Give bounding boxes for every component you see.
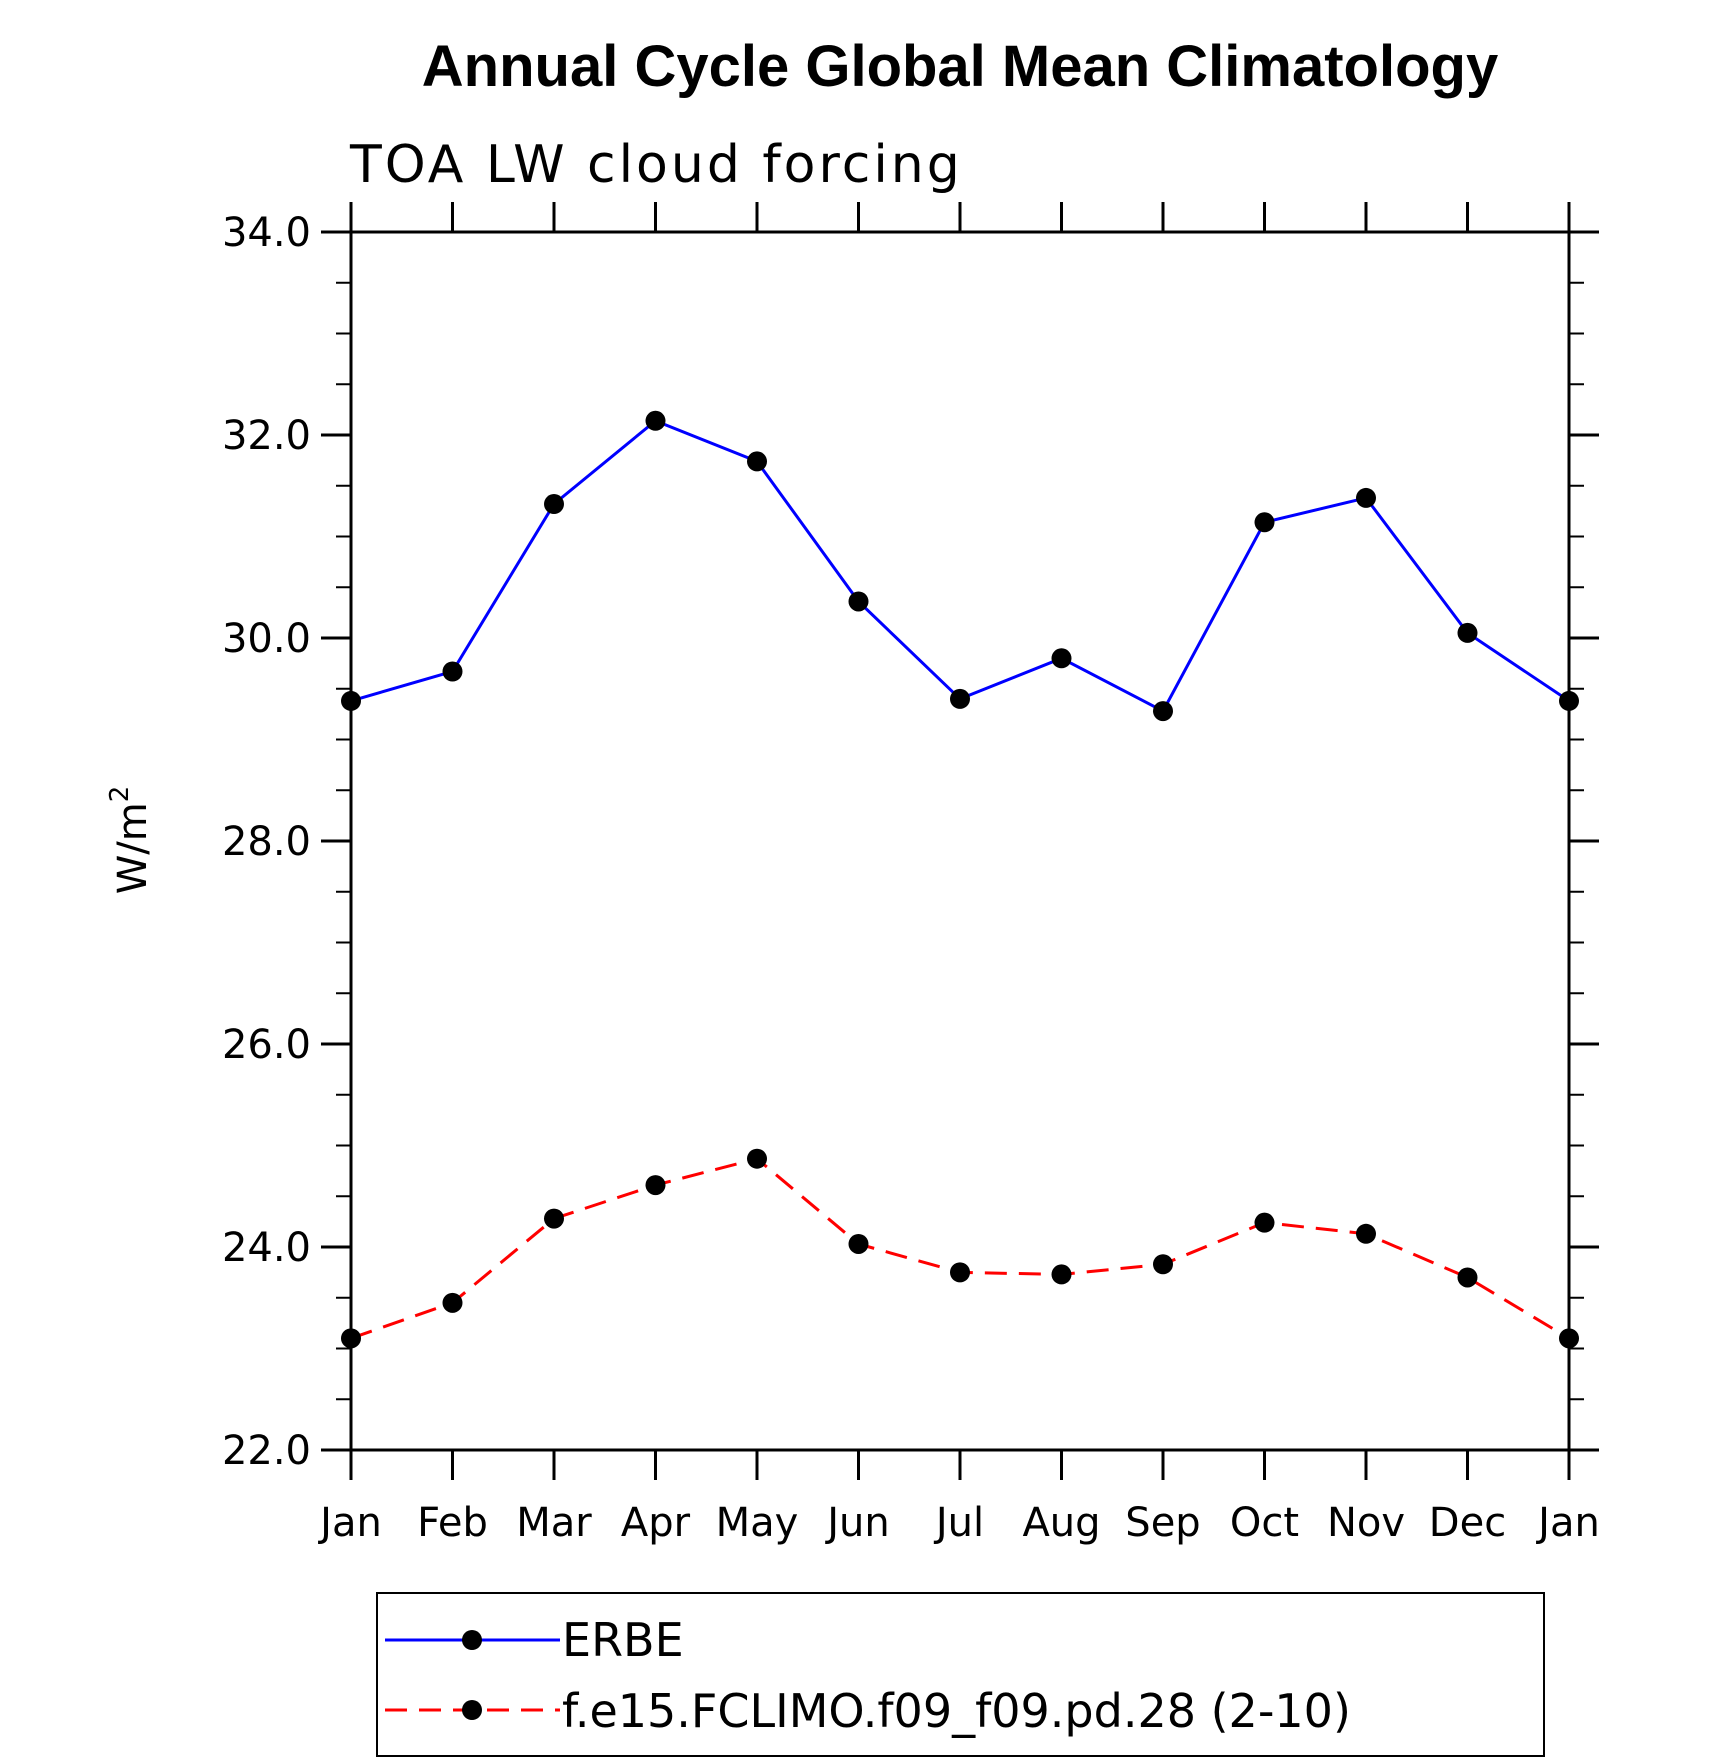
data-point-series-1 <box>1254 1212 1275 1233</box>
data-point-series-0 <box>848 591 869 612</box>
y-axis-label: W/m2 <box>105 786 156 895</box>
legend-box <box>376 1592 1545 1757</box>
series-layer <box>341 410 1579 1349</box>
data-point-series-1 <box>442 1292 463 1313</box>
y-tick-label: 30.0 <box>222 616 311 662</box>
x-tick-label: Mar <box>516 1500 592 1546</box>
legend-label-erbe: ERBE <box>562 1613 684 1667</box>
data-point-series-1 <box>1051 1264 1072 1285</box>
data-point-series-1 <box>645 1175 666 1196</box>
axes: Jan Feb Mar Apr May Jun Jul Aug Sep Oct Nov Dec Jan2… <box>222 202 1600 1546</box>
x-tick-label: Oct <box>1230 1500 1299 1546</box>
data-point-series-0 <box>544 494 564 515</box>
data-point-series-1 <box>848 1233 869 1254</box>
data-point-series-1 <box>1356 1223 1376 1244</box>
data-point-series-1 <box>950 1262 970 1283</box>
data-point-series-1 <box>1559 1328 1579 1349</box>
data-point-series-0 <box>341 690 361 711</box>
data-point-series-0 <box>1254 512 1275 533</box>
data-point-series-0 <box>1051 648 1072 669</box>
legend-marker-erbe <box>462 1630 482 1650</box>
x-tick-label: Dec <box>1429 1500 1506 1546</box>
series-line-1 <box>350 1157 1570 1340</box>
x-tick-label: Feb <box>417 1500 488 1546</box>
data-point-series-0 <box>1457 622 1478 643</box>
y-tick-label: 32.0 <box>222 413 311 459</box>
data-point-series-0 <box>1559 690 1579 711</box>
y-tick-label: 22.0 <box>222 1428 311 1474</box>
y-tick-label: 34.0 <box>222 210 311 256</box>
chart-subtitle: TOA LW cloud forcing <box>349 135 963 195</box>
data-point-series-0 <box>1153 701 1173 722</box>
x-tick-label: Jan <box>1535 1500 1600 1546</box>
data-point-series-0 <box>442 661 463 682</box>
series-line-0 <box>350 419 1570 714</box>
x-tick-label: May <box>716 1500 799 1546</box>
y-axis-label-text: W/m <box>110 802 156 894</box>
y-tick-label: 26.0 <box>222 1022 311 1068</box>
y-tick-label: 28.0 <box>222 819 311 865</box>
x-tick-label: Apr <box>621 1500 691 1546</box>
data-point-series-1 <box>747 1148 767 1169</box>
x-tick-label: Aug <box>1022 1500 1100 1546</box>
data-point-series-0 <box>950 688 970 709</box>
x-tick-label: Sep <box>1125 1500 1200 1546</box>
chart-title: Annual Cycle Global Mean Climatology <box>422 34 1498 99</box>
data-point-series-0 <box>1356 487 1376 508</box>
data-point-series-0 <box>645 410 666 431</box>
x-tick-label: Nov <box>1327 1500 1405 1546</box>
y-axis-label-superscript: 2 <box>105 786 135 803</box>
data-point-series-0 <box>747 451 767 472</box>
legend-marker-model <box>462 1700 482 1720</box>
data-point-series-1 <box>544 1208 564 1229</box>
x-tick-label: Jun <box>824 1500 890 1546</box>
svg-text:W/m2: W/m2 <box>105 786 156 895</box>
x-tick-label: Jul <box>933 1500 984 1546</box>
legend: ERBE f.e15.FCLIMO.f09_f09.pd.28 (2-10) <box>376 1592 1545 1757</box>
data-point-series-1 <box>341 1328 361 1349</box>
y-tick-label: 24.0 <box>222 1225 311 1271</box>
data-point-series-1 <box>1153 1254 1173 1275</box>
legend-label-model: f.e15.FCLIMO.f09_f09.pd.28 (2-10) <box>562 1684 1351 1738</box>
x-tick-label: Jan <box>317 1500 382 1546</box>
data-point-series-1 <box>1457 1267 1478 1288</box>
